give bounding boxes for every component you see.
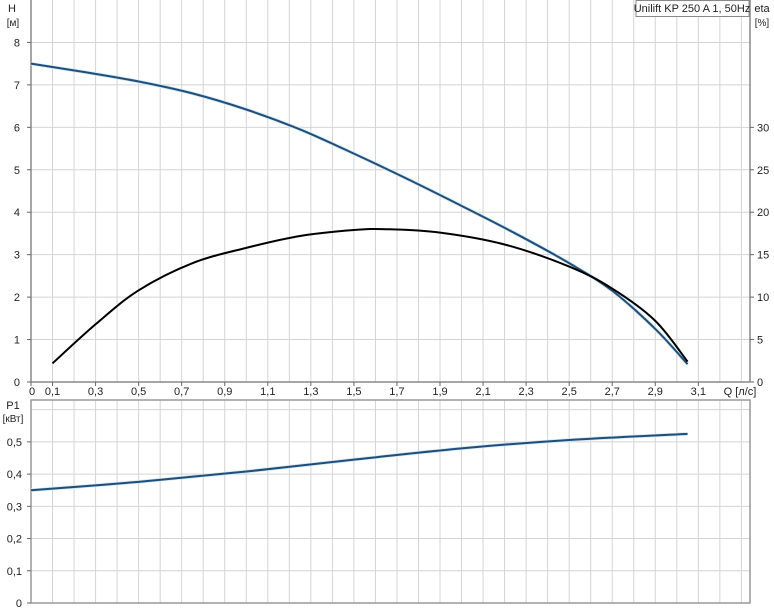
tick-labels: 0 0,1 0,3 0,5 0,7 0,9 1,1 1,3 1,5 1,7 1,9 2,1 2,3 2,5…: [7, 37, 770, 610]
y2-tick-label: 0: [757, 377, 763, 389]
x-tick-label: 0,1: [45, 386, 60, 398]
x-tick-label: 0,7: [174, 386, 189, 398]
y-tick-label: 8: [14, 37, 20, 49]
x-tick-label: 2,5: [562, 386, 577, 398]
y2-tick-label: 20: [757, 207, 769, 219]
x-tick-label: 1,9: [432, 386, 447, 398]
p1-tick-label: 0,4: [7, 469, 22, 481]
x-tick-label: 0,5: [131, 386, 146, 398]
series: [30, 61, 689, 492]
y-tick-label: 0: [14, 377, 20, 389]
x-tick-label: 1,7: [389, 386, 404, 398]
title-box: Unilift KP 250 A 1, 50Hz: [634, 0, 751, 17]
x-tick-label: 2,3: [518, 386, 533, 398]
p1-tick-label: 0,5: [7, 437, 22, 449]
x-tick-label: 1,3: [303, 386, 318, 398]
y-axis-label-p1: P1: [6, 400, 19, 412]
y-axis-label-h: H: [8, 3, 16, 15]
p1-tick-label: 0: [16, 598, 22, 610]
y2-tick-label: 15: [757, 250, 769, 262]
y-axis-unit-p1: [кВт]: [3, 414, 24, 425]
y-tick-label: 2: [14, 292, 20, 304]
y2-tick-label: 10: [757, 292, 769, 304]
y2-tick-label: 5: [757, 335, 763, 347]
y-tick-label: 5: [14, 165, 20, 177]
y2-tick-label: 25: [757, 165, 769, 177]
y-axis-unit-h: [м]: [7, 18, 20, 29]
x-tick-label: 0: [29, 386, 35, 398]
p1-tick-label: 0,3: [7, 501, 22, 513]
h-curve-halo: [30, 61, 689, 366]
axes: [30, 0, 751, 604]
y2-tick-label: 30: [757, 122, 769, 134]
y2-axis-label-eta: eta: [754, 3, 770, 15]
y-tick-label: 6: [14, 122, 20, 134]
h-curve: [30, 62, 689, 365]
x-tick-label: 0,3: [88, 386, 103, 398]
grid: [31, 0, 750, 603]
p1-tick-label: 0,1: [7, 566, 22, 578]
x-tick-label: 2,1: [475, 386, 490, 398]
x-tick-label: 2,7: [605, 386, 620, 398]
y2-axis-unit-eta: [%]: [755, 18, 770, 29]
x-axis-label-q: Q [л/с]: [724, 386, 757, 398]
chart-title: Unilift KP 250 A 1, 50Hz: [634, 3, 751, 15]
x-tick-label: 0,9: [217, 386, 232, 398]
p1-tick-label: 0,2: [7, 534, 22, 546]
y-tick-label: 3: [14, 250, 20, 262]
x-tick-label: 2,9: [648, 386, 663, 398]
x-tick-label: 1,1: [260, 386, 275, 398]
y-tick-label: 4: [14, 207, 20, 219]
p1-curve: [30, 432, 688, 492]
x-tick-label: 1,5: [346, 386, 361, 398]
x-tick-label: 3,1: [691, 386, 706, 398]
eta-curve: [51, 227, 689, 365]
p1-plot-frame: [30, 399, 751, 604]
y-tick-label: 7: [14, 80, 20, 92]
y-tick-label: 1: [14, 335, 20, 347]
